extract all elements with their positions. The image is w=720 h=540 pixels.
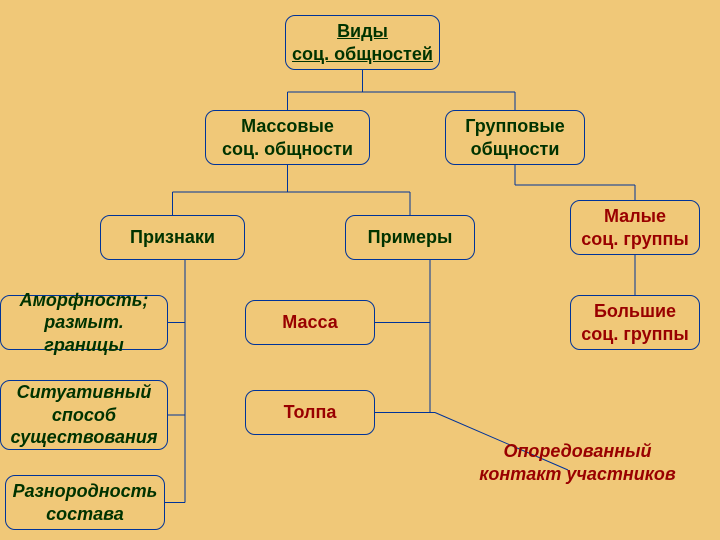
node-small-label: Малыесоц. группы <box>581 205 688 250</box>
node-tolpa: Толпа <box>245 390 375 435</box>
node-group-label: Групповыеобщности <box>465 115 564 160</box>
node-tolpa-label: Толпа <box>284 401 337 424</box>
node-examples: Примеры <box>345 215 475 260</box>
node-group: Групповыеобщности <box>445 110 585 165</box>
node-amorph-label: Аморфность;размыт. границы <box>7 289 161 357</box>
node-raznorod: Разнородностьсостава <box>5 475 165 530</box>
node-massa: Масса <box>245 300 375 345</box>
node-situat: Ситуативныйспособсуществования <box>0 380 168 450</box>
node-signs-label: Признаки <box>130 226 215 249</box>
node-root-label: Видысоц. общностей <box>292 20 433 65</box>
node-root: Видысоц. общностей <box>285 15 440 70</box>
node-mass: Массовыесоц. общности <box>205 110 370 165</box>
node-mass-label: Массовыесоц. общности <box>222 115 353 160</box>
node-signs: Признаки <box>100 215 245 260</box>
node-situat-label: Ситуативныйспособсуществования <box>11 381 158 449</box>
node-massa-label: Масса <box>282 311 337 334</box>
text-mediated: Опоредованныйконтакт участников <box>455 440 700 485</box>
node-amorph: Аморфность;размыт. границы <box>0 295 168 350</box>
node-small: Малыесоц. группы <box>570 200 700 255</box>
node-examples-label: Примеры <box>368 226 453 249</box>
node-big: Большиесоц. группы <box>570 295 700 350</box>
node-raznorod-label: Разнородностьсостава <box>13 480 158 525</box>
node-big-label: Большиесоц. группы <box>581 300 688 345</box>
